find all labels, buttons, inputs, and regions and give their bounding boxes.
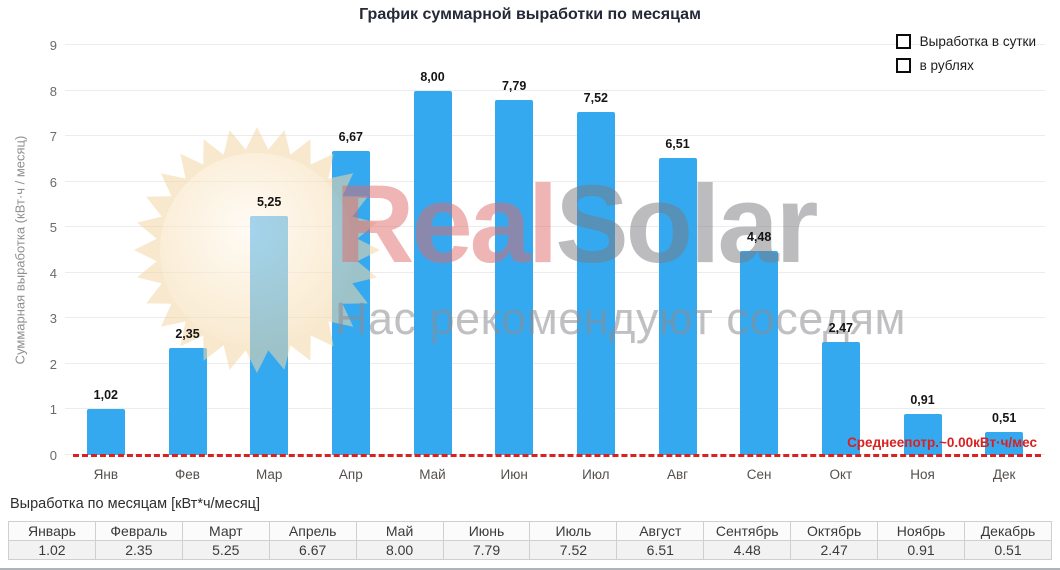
gridline (65, 362, 1045, 364)
legend-item-0: Выработка в сутки (895, 34, 1036, 49)
bar-value-label: 2,35 (175, 326, 200, 341)
summary-month-value: 6.51 (616, 540, 705, 560)
summary-month-header: Декабрь (963, 521, 1053, 541)
y-axis-title: Суммарная выработка (кВт·ч / месяц) (12, 135, 28, 365)
summary-values-row: 1.02 2.35 5.25 6.67 8.00 7.79 7.52 6.51 4.48 2.47… (8, 540, 1053, 560)
bar-Май[interactable] (413, 90, 452, 455)
x-axis-tick-label: Июн (500, 467, 528, 482)
summary-month-value: 0.91 (877, 540, 965, 560)
bar-value-label: 0,91 (910, 392, 935, 407)
summary-month-value: 2.47 (790, 540, 879, 560)
bar-Апр[interactable] (331, 151, 370, 455)
legend-item-1: в рублях (895, 58, 1036, 73)
gridline (65, 271, 1045, 273)
chart-title: График суммарной выработки по месяцам (359, 6, 701, 23)
bar-value-label: 5,25 (256, 194, 282, 209)
summary-month-header: Март (181, 521, 270, 541)
x-axis-tick-label: Июл (582, 467, 610, 482)
x-axis-tick-label: Авг (666, 467, 689, 482)
bar-Июн[interactable] (495, 100, 534, 455)
bar-Сен[interactable] (740, 250, 779, 455)
summary-month-header: Июнь (442, 521, 531, 541)
bar-value-label: 2,47 (828, 321, 853, 336)
y-axis-tick-label: 5 (49, 220, 57, 236)
summary-month-header: Июль (529, 521, 618, 541)
x-axis-tick-label: Фев (175, 467, 200, 482)
legend-label: в рублях (919, 58, 974, 73)
summary-month-header: Апрель (268, 521, 357, 541)
summary-month-header: Ноябрь (877, 521, 965, 541)
summary-caption: Выработка по месяцам [кВт*ч/месяц] (10, 496, 261, 512)
summary-month-header: Октябрь (790, 521, 879, 541)
bar-value-label: 7,52 (583, 91, 608, 106)
y-axis-tick-label: 2 (49, 356, 57, 372)
gridline (65, 226, 1045, 228)
summary-month-value: 1.02 (8, 540, 96, 560)
summary-month-value: 6.67 (268, 540, 357, 560)
y-axis-tick-label: 3 (49, 311, 57, 327)
y-axis-tick-label: 1 (49, 402, 57, 418)
bar-Мар[interactable] (250, 215, 289, 455)
legend-checkbox-1[interactable] (895, 58, 911, 73)
bar-value-label: 6,67 (338, 130, 363, 145)
bar-Окт[interactable] (821, 342, 860, 455)
x-axis-tick-label: Янв (93, 467, 119, 482)
plot-area: Среднеепотр.~0.00кВт·ч/мес 0 1 2 3 4 5 6 7 8 9 1,0… (50, 38, 1045, 482)
summary-month-value: 0.51 (963, 540, 1053, 560)
summary-header-row: Январь Февраль Март Апрель Май Июнь Июль Август… (8, 521, 1053, 541)
summary-month-value: 5.25 (181, 540, 270, 560)
bar-value-label: 6,51 (665, 137, 690, 152)
x-axis-tick-label: Май (419, 467, 446, 482)
summary-month-header: Январь (8, 521, 96, 541)
bar-Дек[interactable] (985, 431, 1024, 455)
gridline (65, 180, 1045, 182)
bar-Янв[interactable] (86, 408, 125, 455)
bar-value-label: 4,48 (746, 229, 772, 244)
gridline (65, 408, 1045, 410)
summary-month-value: 7.79 (442, 540, 531, 560)
avg-consumption-annotation: Среднеепотр.~0.00кВт·ч/мес (847, 435, 1037, 450)
summary-month-value: 2.35 (94, 540, 183, 560)
monthly-summary-table: Январь Февраль Март Апрель Май Июнь Июль Август… (8, 521, 1053, 560)
gridline (65, 135, 1045, 137)
x-axis-tick-label: Дек (992, 467, 1016, 482)
bar-Июл[interactable] (576, 112, 615, 455)
gridline (65, 317, 1045, 319)
legend-checkbox-0[interactable] (895, 34, 911, 49)
summary-month-header: Сентябрь (703, 521, 792, 541)
x-axis-tick-label: Мар (255, 467, 283, 482)
y-axis-tick-label: 6 (49, 174, 57, 190)
y-axis-tick-label: 0 (49, 448, 57, 463)
y-axis-tick-label: 4 (49, 265, 57, 281)
summary-month-value: 4.48 (703, 540, 792, 560)
bar-value-label: 7,79 (501, 79, 527, 94)
x-axis-tick-label: Сен (746, 467, 772, 482)
bar-Фев[interactable] (168, 347, 207, 455)
bar-value-label: 8,00 (420, 69, 445, 84)
gridline (65, 89, 1045, 91)
summary-month-value: 7.52 (529, 540, 618, 560)
bar-Ноя[interactable] (903, 413, 942, 455)
legend-label: Выработка в сутки (919, 34, 1036, 49)
bar-Авг[interactable] (658, 158, 697, 455)
gridline (65, 44, 1045, 45)
y-axis-tick-label: 9 (49, 38, 57, 53)
x-axis-tick-label: Ноя (910, 467, 935, 482)
x-axis-tick-label: Окт (829, 467, 853, 482)
summary-month-header: Февраль (94, 521, 183, 541)
summary-month-header: Август (616, 521, 705, 541)
x-axis-tick-label: Апр (338, 467, 363, 482)
summary-month-header: Май (355, 521, 444, 541)
y-axis-tick-label: 8 (49, 83, 57, 99)
bar-value-label: 1,02 (93, 387, 118, 402)
zero-dashed-line (73, 454, 1041, 457)
y-axis-tick-label: 7 (49, 129, 57, 145)
summary-month-value: 8.00 (355, 540, 444, 560)
bar-value-label: 0,51 (991, 410, 1017, 425)
chart-legend: Выработка в сутки в рублях (895, 34, 1036, 82)
